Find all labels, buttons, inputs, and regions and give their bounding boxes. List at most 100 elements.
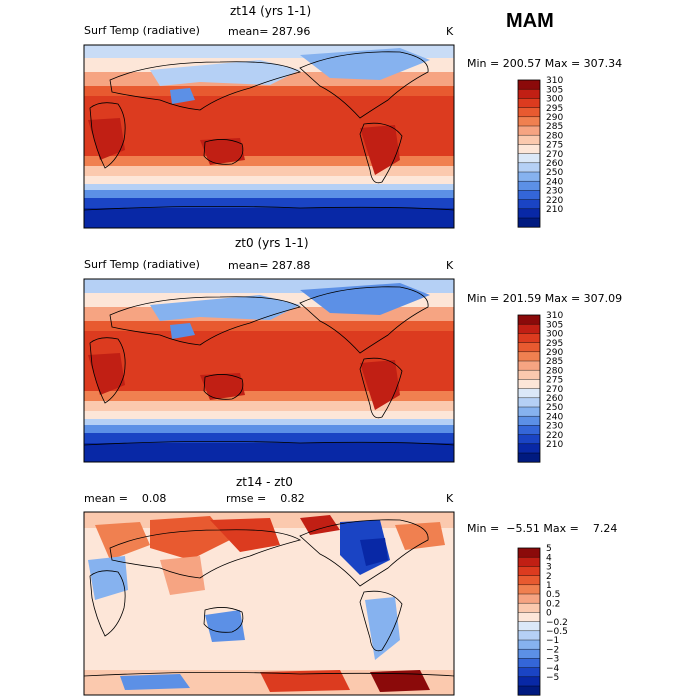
panel1-colorbar-swatch [518, 218, 540, 228]
panel1-colorbar-swatch [518, 98, 540, 108]
panel3-coastlines [84, 519, 454, 677]
panel1-colorbar-label: 310 [546, 76, 563, 86]
panel2-north-america-cold [300, 283, 430, 315]
panel3-canada-cold [360, 538, 388, 566]
panel1-colorbar-swatch [518, 144, 540, 154]
panel1-colorbar-label: 240 [546, 177, 563, 187]
panel2-mean: mean= 287.88 [228, 259, 311, 272]
panel1-coast-australia [203, 139, 244, 165]
panel3-colorbar-swatch [518, 676, 540, 687]
panel3-colorbar-label: 2 [546, 572, 552, 582]
panel1-siberia-cold [150, 60, 300, 86]
panel1-tibet-cold [170, 88, 195, 104]
panel1-colorbar-swatch [518, 208, 540, 219]
panel1-mean: mean= 287.96 [228, 25, 311, 38]
panel1-colorbar-label: 305 [546, 85, 563, 95]
panel1-colorbar-swatch [518, 162, 540, 173]
panel1-colorbar: 3103053002952902852802752702602502402302… [517, 76, 563, 228]
panel3-rmse: rmse = 0.82 [226, 492, 305, 505]
panel2-tibet-cold [170, 323, 195, 339]
panel2-band-south-mid [84, 401, 454, 413]
panel3-coast-australia [203, 607, 244, 633]
panel2-colorbar-label: 310 [546, 311, 563, 321]
panel3-colorbar-swatch [518, 566, 540, 576]
panel1-colorbar-swatch [518, 190, 540, 200]
panel1-colorbar-swatch [518, 153, 540, 164]
panel1-coastlines [84, 51, 454, 211]
panel1-band-south-mid [84, 166, 454, 178]
panel2-colorbar-swatch [518, 407, 540, 417]
panel2-australia-hot [200, 373, 245, 400]
panel1-colorbar-label: 250 [546, 168, 563, 178]
panel2-siberia-cold [150, 295, 300, 321]
panel1-colorbar-label: 295 [546, 104, 563, 114]
panel3-colorbar-swatch [518, 658, 540, 668]
panel3-colorbar-label: 3 [546, 563, 552, 573]
panel3-antarctic-warm [260, 670, 350, 692]
panel1-coast-africa [89, 102, 126, 169]
panel2-colorbar-swatch [518, 443, 540, 454]
panel3-colorbar-swatch [518, 594, 540, 604]
panel2-colorbar-swatch [518, 315, 540, 325]
panel2-colorbar-swatch [518, 425, 540, 435]
panel2-colorbar-label: 285 [546, 357, 563, 367]
panel1-coast-antarctica [84, 206, 454, 211]
panel2-colorbar-swatch [518, 361, 540, 371]
panel1-colorbar-label: 300 [546, 95, 563, 105]
panel2-coast-africa [89, 337, 126, 404]
panel1-colorbar-label: 270 [546, 150, 563, 160]
panel2-colorbar-swatch [518, 388, 540, 399]
panel2-minmax: Min = 201.59 Max = 307.09 [467, 292, 623, 305]
panel3-colorbar-label: −4 [546, 664, 560, 674]
panel2-band-antarctic-interior [84, 443, 454, 462]
panel3-coast-antarctica [84, 672, 454, 677]
panel3-siberia-warm [150, 516, 230, 560]
panel2-units: K [446, 259, 454, 272]
panel2-colorbar-label: 300 [546, 330, 563, 340]
panel3-colorbar-swatch [518, 584, 540, 595]
panel1-coast-south-america [359, 122, 403, 184]
panel3-colorbar-label: −0.5 [546, 627, 568, 637]
panel1-field-label: Surf Temp (radiative) [84, 24, 200, 37]
panel2-colorbar-swatch [518, 351, 540, 362]
panel2-colorbar-label: 280 [546, 366, 563, 376]
panel3-colorbar-swatch [518, 686, 540, 696]
panel2-coastlines [84, 286, 454, 446]
panel1-colorbar-swatch [518, 172, 540, 182]
panel3-colorbar-swatch [518, 640, 540, 650]
panel1-map-frame [83, 44, 455, 229]
panel3-south-america-cool [365, 597, 400, 660]
panel3-colorbar-label: 5 [546, 544, 552, 554]
panel1-minmax: Min = 200.57 Max = 307.34 [467, 57, 623, 70]
panel2-colorbar-label: 270 [546, 385, 563, 395]
panel2-colorbar-label: 295 [546, 339, 563, 349]
panel3-colorbar-label: −1 [546, 636, 559, 646]
panel1-colorbar-swatch [518, 107, 540, 118]
panel2-coast-australia [203, 374, 244, 400]
panel3-minmax: Min = −5.51 Max = 7.24 [467, 522, 618, 535]
panel2-colorbar-label: 240 [546, 412, 563, 422]
panel3-australia-cool [205, 610, 245, 642]
panel3-colorbar-label: −3 [546, 655, 559, 665]
panel2-colorbar: 3103053002952902852802752702602502402302… [517, 311, 563, 463]
panel2-colorbar-label: 250 [546, 403, 563, 413]
panel3-greenland-warm [395, 522, 445, 550]
panel2-colorbar-swatch [518, 324, 540, 334]
panel1-colorbar-label: 280 [546, 131, 563, 141]
panel3-colorbar-swatch [518, 575, 540, 586]
panel2-colorbar-swatch [518, 434, 540, 445]
panel1-title: zt14 (yrs 1-1) [230, 4, 312, 18]
panel3-colorbar-label: −0.2 [546, 618, 568, 628]
panel2-colorbar-swatch [518, 397, 540, 408]
panel1-colorbar-swatch [518, 80, 540, 90]
panel3-europe-warm [95, 522, 150, 560]
panel3-africa-cool [88, 556, 128, 600]
panel3-colorbar-swatch [518, 557, 540, 567]
panel3-colorbar-swatch [518, 548, 540, 558]
panel3-colorbar-swatch [518, 612, 540, 622]
panel3-coast-eurasia [109, 529, 302, 579]
panel3-colorbar-swatch [518, 667, 540, 678]
panel2-colorbar-label: 290 [546, 348, 563, 358]
panel2-colorbar-label: 210 [546, 440, 563, 450]
